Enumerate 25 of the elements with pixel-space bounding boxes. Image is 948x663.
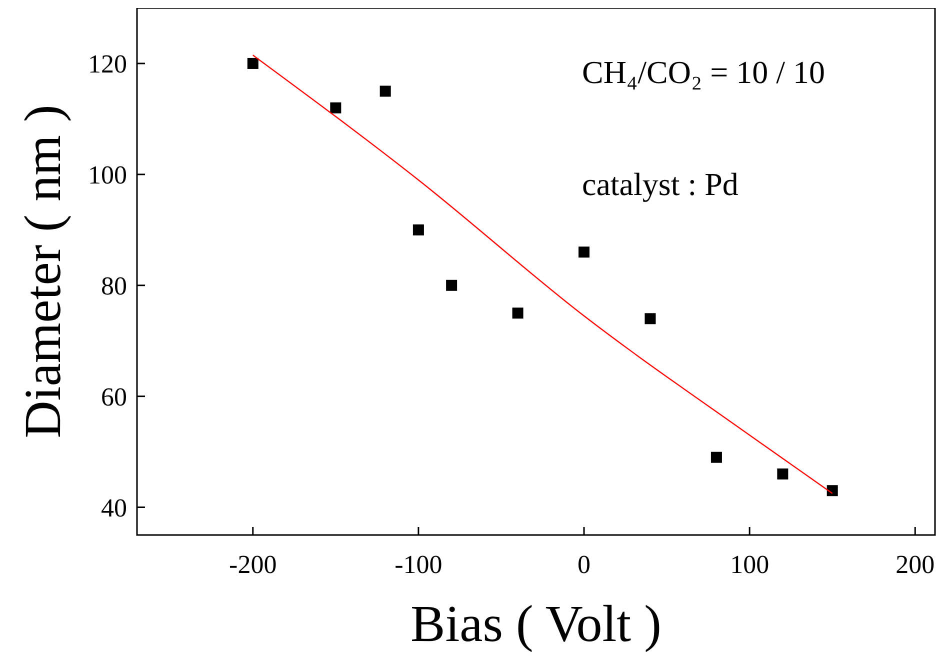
point <box>380 86 391 97</box>
y-tick-label: 80 <box>101 271 127 300</box>
point <box>826 485 838 496</box>
annotation: catalyst : Pd <box>582 166 738 202</box>
point <box>777 468 788 480</box>
y-tick-label: 60 <box>101 382 127 412</box>
annotation: CH₄/CO₂ = 10 / 10 <box>582 54 826 90</box>
y-tick-label: 40 <box>101 493 127 522</box>
y-axis-title: Diameter ( nm ) <box>15 104 72 438</box>
x-axis-title: Bias ( Volt ) <box>410 596 662 653</box>
point <box>710 452 722 463</box>
x-tick-label: 200 <box>896 550 935 579</box>
x-tick-label: -200 <box>229 550 277 579</box>
x-tick-label: -100 <box>394 550 442 579</box>
point <box>247 58 258 69</box>
point <box>412 224 424 236</box>
point <box>578 246 590 258</box>
point <box>512 308 524 319</box>
x-tick-label: 0 <box>578 550 591 579</box>
point <box>644 313 656 324</box>
y-tick-label: 120 <box>88 49 127 78</box>
x-tick-label: 100 <box>730 550 770 579</box>
point <box>446 280 458 291</box>
point <box>330 102 342 114</box>
y-tick-label: 100 <box>88 160 127 190</box>
